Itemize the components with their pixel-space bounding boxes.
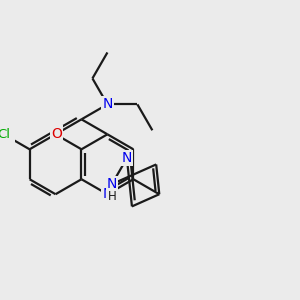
Text: N: N (102, 98, 112, 111)
Text: H: H (107, 190, 116, 202)
Text: N: N (107, 177, 117, 191)
Text: Cl: Cl (0, 128, 10, 141)
Text: N: N (102, 187, 112, 201)
Text: O: O (51, 127, 62, 141)
Text: N: N (122, 151, 132, 165)
